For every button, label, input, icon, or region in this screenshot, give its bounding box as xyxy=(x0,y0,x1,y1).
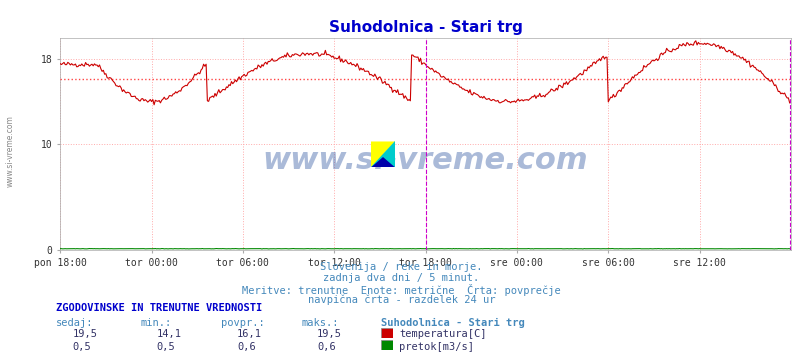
Polygon shape xyxy=(371,141,395,167)
Text: min.:: min.: xyxy=(140,318,172,328)
Text: www.si-vreme.com: www.si-vreme.com xyxy=(262,147,588,175)
Text: www.si-vreme.com: www.si-vreme.com xyxy=(6,115,15,187)
Text: navpična črta - razdelek 24 ur: navpična črta - razdelek 24 ur xyxy=(307,294,495,305)
Text: Meritve: trenutne  Enote: metrične  Črta: povprečje: Meritve: trenutne Enote: metrične Črta: … xyxy=(242,284,560,296)
Text: maks.:: maks.: xyxy=(301,318,338,328)
Text: 0,5: 0,5 xyxy=(156,342,175,352)
Text: 19,5: 19,5 xyxy=(72,329,97,339)
Text: 19,5: 19,5 xyxy=(317,329,342,339)
Text: zadnja dva dni / 5 minut.: zadnja dva dni / 5 minut. xyxy=(323,273,479,283)
Title: Suhodolnica - Stari trg: Suhodolnica - Stari trg xyxy=(328,20,522,35)
Text: ZGODOVINSKE IN TRENUTNE VREDNOSTI: ZGODOVINSKE IN TRENUTNE VREDNOSTI xyxy=(56,303,262,313)
Text: Slovenija / reke in morje.: Slovenija / reke in morje. xyxy=(320,262,482,272)
Text: povpr.:: povpr.: xyxy=(221,318,264,328)
Text: 14,1: 14,1 xyxy=(156,329,181,339)
Text: 0,6: 0,6 xyxy=(317,342,335,352)
Text: temperatura[C]: temperatura[C] xyxy=(399,329,486,339)
Text: 0,6: 0,6 xyxy=(237,342,255,352)
Polygon shape xyxy=(371,141,395,167)
Text: sedaj:: sedaj: xyxy=(56,318,94,328)
Text: 16,1: 16,1 xyxy=(237,329,261,339)
Text: Suhodolnica - Stari trg: Suhodolnica - Stari trg xyxy=(381,318,525,328)
Text: 0,5: 0,5 xyxy=(72,342,91,352)
Polygon shape xyxy=(371,157,395,167)
Text: pretok[m3/s]: pretok[m3/s] xyxy=(399,342,473,352)
